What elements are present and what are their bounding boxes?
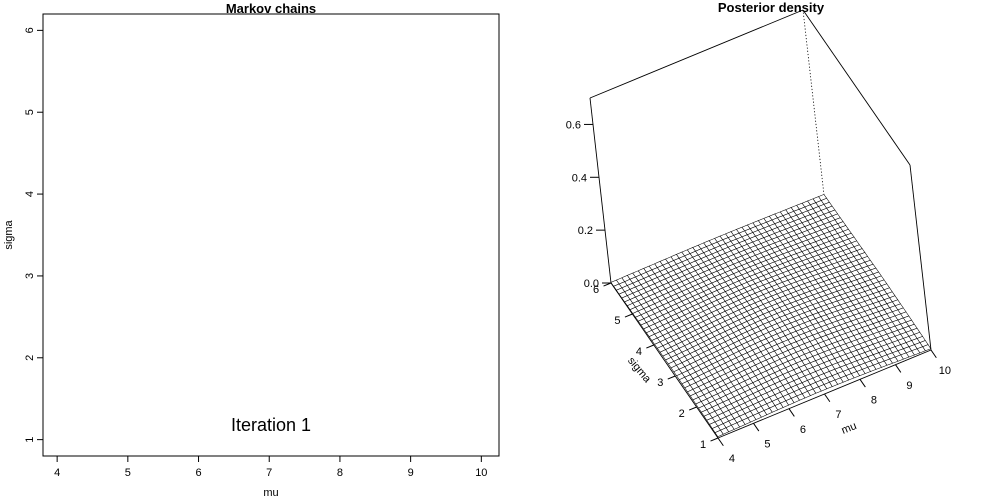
x-tick-label: 5	[125, 467, 131, 479]
sigma-tick-mark	[667, 375, 676, 380]
x-tick-label: 4	[54, 467, 60, 479]
z-tick-label: 0.6	[566, 119, 581, 131]
mu-tick-mark	[824, 393, 831, 403]
mu-tick-label: 4	[729, 453, 735, 465]
hidden-edge	[802, 9, 825, 196]
mu-tick-label: 10	[939, 365, 951, 377]
x-tick-label: 7	[266, 467, 272, 479]
sigma-tick-label: 3	[657, 377, 663, 389]
sigma-tick-label: 4	[636, 346, 642, 358]
x-tick-label: 9	[408, 467, 414, 479]
x-tick-label: 6	[195, 467, 201, 479]
mu-tick-mark	[859, 379, 866, 388]
x-axis: 4 5 6 7 8 9 10	[54, 456, 487, 479]
y-axis-label: sigma	[3, 219, 15, 249]
y-tick-label: 4	[24, 191, 36, 197]
y-tick-label: 3	[24, 273, 36, 279]
x-tick-label: 10	[475, 467, 487, 479]
box-edge	[909, 164, 932, 351]
mu-tick-mark	[717, 437, 724, 447]
sigma-axis-label: sigma	[625, 355, 654, 386]
sigma-tick-mark	[603, 282, 612, 287]
mu-tick-label: 6	[800, 424, 806, 436]
mu-tick-mark	[895, 364, 902, 373]
box-edge	[610, 282, 719, 439]
sigma-tick-mark	[710, 437, 719, 442]
sigma-tick-mark	[688, 406, 697, 411]
surface-facet	[714, 429, 724, 438]
mu-tick-mark	[788, 408, 795, 417]
mu-axis-label: mu	[840, 420, 859, 437]
sigma-tick-label: 6	[593, 284, 599, 296]
mu-tick-label: 7	[835, 409, 841, 421]
sigma-tick-mark	[624, 313, 633, 318]
z-tick-label: 0.4	[572, 172, 587, 184]
y-tick-label: 6	[24, 27, 36, 33]
density-surface	[610, 194, 932, 438]
x-tick-label: 8	[337, 467, 343, 479]
y-tick-label: 5	[24, 109, 36, 115]
sigma-tick-label: 1	[700, 439, 706, 451]
box-edge	[802, 9, 911, 166]
chart-title: Markov chains	[226, 1, 316, 16]
z-tick-label: 0.0	[584, 278, 599, 290]
box-edge	[589, 97, 612, 284]
y-tick-label: 1	[24, 437, 36, 443]
posterior-density-panel: Posterior density 456789101234560.00.20.…	[566, 0, 951, 465]
sigma-tick-label: 5	[614, 315, 620, 327]
x-axis-label: mu	[263, 487, 278, 499]
mu-tick-mark	[930, 349, 937, 359]
sigma-tick-mark	[646, 344, 654, 349]
mu-tick-label: 9	[906, 380, 912, 392]
mu-tick-mark	[753, 423, 760, 432]
mu-tick-label: 5	[764, 438, 770, 450]
box-edge	[589, 9, 804, 99]
y-axis: 1 2 3 4 5 6	[24, 27, 43, 443]
plot-frame	[42, 13, 500, 457]
markov-chains-panel: Markov chains 4 5 6 7 8 9 10 1 2 3 4 5 6 mu sigma I…	[3, 1, 500, 499]
iteration-annotation: Iteration 1	[231, 415, 311, 435]
mu-tick-label: 8	[871, 394, 877, 406]
chart-title-right: Posterior density	[718, 0, 825, 15]
z-tick-label: 0.2	[578, 225, 593, 237]
y-tick-label: 2	[24, 355, 36, 361]
sigma-tick-label: 2	[679, 408, 685, 420]
